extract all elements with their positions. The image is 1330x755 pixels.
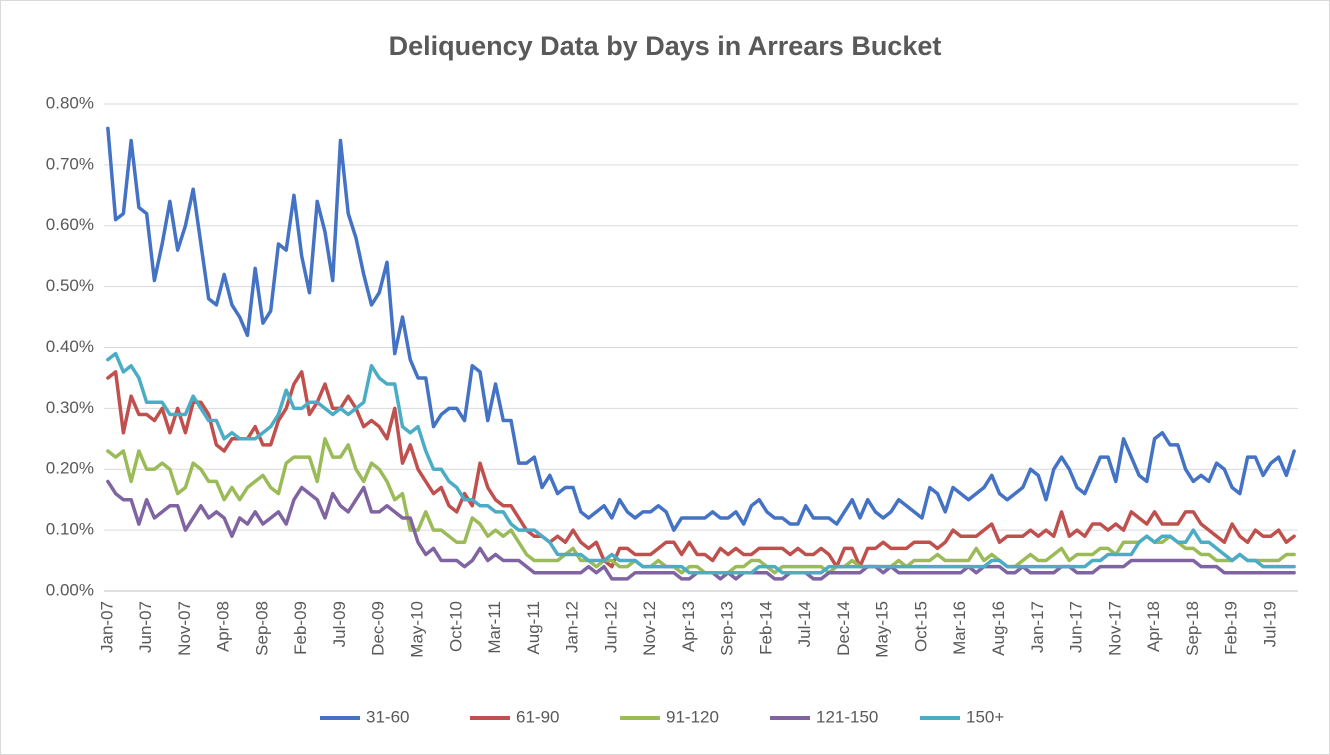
x-tick-label: Sep-08 — [252, 601, 271, 656]
series-line — [106, 126, 1296, 532]
x-tick-label: Jul-09 — [330, 601, 349, 647]
y-tick-label: 0.10% — [46, 520, 94, 539]
x-tick-label: Jun-12 — [601, 601, 620, 653]
x-tick-label: Jan-07 — [97, 601, 116, 653]
x-tick-label: Jun-07 — [136, 601, 155, 653]
y-tick-label: 0.30% — [46, 398, 94, 417]
x-tick-label: Jan-17 — [1028, 601, 1047, 653]
x-tick-label: Nov-07 — [175, 601, 194, 656]
y-tick-label: 0.20% — [46, 459, 94, 478]
series-line — [106, 351, 1296, 575]
y-tick-label: 0.60% — [46, 215, 94, 234]
x-tick-label: May-10 — [407, 601, 426, 658]
legend-label: 31-60 — [366, 707, 409, 726]
x-tick-label: Jun-17 — [1067, 601, 1086, 653]
x-tick-label: Oct-15 — [911, 601, 930, 652]
legend-label: 91-120 — [666, 707, 719, 726]
y-tick-label: 0.50% — [46, 276, 94, 295]
y-tick-label: 0.00% — [46, 580, 94, 599]
x-tick-label: Aug-11 — [524, 601, 543, 655]
x-tick-label: Feb-14 — [756, 601, 775, 655]
x-tick-label: Sep-13 — [718, 601, 737, 656]
y-tick-label: 0.80% — [46, 93, 94, 112]
legend-label: 121-150 — [816, 707, 878, 726]
x-tick-label: Apr-08 — [214, 601, 233, 652]
x-tick-label: May-15 — [873, 601, 892, 658]
x-tick-label: Dec-09 — [369, 601, 388, 656]
x-tick-label: Mar-16 — [950, 601, 969, 655]
series-line — [106, 370, 1296, 569]
legend-label: 61-90 — [516, 707, 559, 726]
chart-title: Deliquency Data by Days in Arrears Bucke… — [389, 31, 942, 61]
x-tick-label: Jul-19 — [1260, 601, 1279, 647]
x-tick-label: Apr-13 — [679, 601, 698, 652]
legend-label: 150+ — [966, 707, 1004, 726]
x-tick-label: Aug-16 — [989, 601, 1008, 656]
y-tick-label: 0.70% — [46, 154, 94, 173]
x-tick-label: Dec-14 — [834, 601, 853, 656]
x-tick-label: Apr-18 — [1144, 601, 1163, 652]
y-tick-label: 0.40% — [46, 337, 94, 356]
x-tick-label: Jul-14 — [795, 601, 814, 647]
x-tick-label: Nov-12 — [640, 601, 659, 656]
x-tick-label: Nov-17 — [1105, 601, 1124, 656]
series-line — [106, 437, 1296, 575]
x-tick-label: Mar-11 — [485, 601, 504, 654]
x-tick-label: Sep-18 — [1183, 601, 1202, 656]
x-tick-label: Oct-10 — [446, 601, 465, 652]
x-tick-label: Feb-19 — [1222, 601, 1241, 655]
x-tick-label: Jan-12 — [563, 601, 582, 653]
x-tick-label: Feb-09 — [291, 601, 310, 655]
